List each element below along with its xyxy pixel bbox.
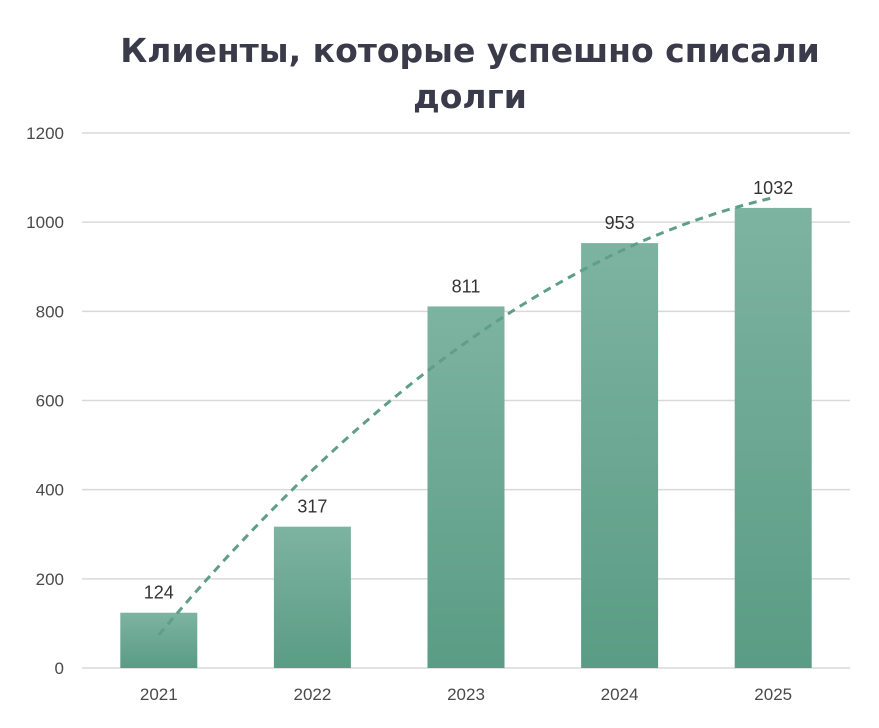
y-tick-label: 1000 <box>26 213 64 232</box>
y-tick-label: 0 <box>55 659 64 678</box>
x-tick-label: 2024 <box>601 685 639 704</box>
x-tick-label: 2025 <box>754 685 792 704</box>
y-axis-ticks: 0 200 400 600 800 1000 1200 <box>26 124 64 678</box>
x-axis-ticks: 2021 2022 2023 2024 2025 <box>140 685 792 704</box>
data-label: 953 <box>605 213 635 233</box>
data-label: 124 <box>144 583 174 603</box>
data-label: 811 <box>452 276 481 296</box>
x-tick-label: 2023 <box>447 685 485 704</box>
x-tick-label: 2021 <box>140 685 178 704</box>
bar <box>427 306 505 668</box>
trendline <box>157 196 774 636</box>
y-tick-label: 200 <box>36 570 64 589</box>
trendline-path <box>157 196 774 636</box>
x-tick-label: 2022 <box>293 685 331 704</box>
y-tick-label: 400 <box>36 481 64 500</box>
bar <box>581 243 659 668</box>
y-tick-label: 1200 <box>26 124 64 143</box>
y-tick-label: 800 <box>36 302 64 321</box>
bar <box>120 612 198 668</box>
bars <box>120 207 812 668</box>
y-tick-label: 600 <box>36 392 64 411</box>
data-labels: 124 317 811 953 1032 <box>144 178 793 603</box>
chart-title: Клиенты, которые успешно списали долги <box>120 31 820 116</box>
bar <box>734 207 812 668</box>
data-label: 317 <box>297 497 327 517</box>
bar <box>273 526 351 668</box>
data-label: 1032 <box>753 178 793 198</box>
